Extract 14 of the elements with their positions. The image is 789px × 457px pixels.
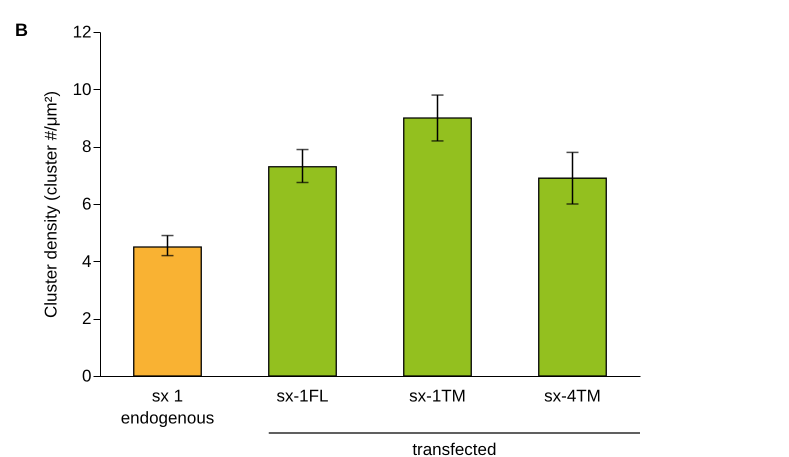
- text: B: [15, 20, 28, 40]
- y-tick-label: 10: [72, 80, 92, 99]
- x-tick-label: sx-1TM: [409, 386, 466, 406]
- x-tick-label: sx-4TM: [544, 386, 601, 406]
- x-tick-label: sx-1FL: [276, 386, 328, 406]
- y-tick-label: 0: [82, 366, 92, 386]
- x-tick-label: sx 1 endogenous: [120, 386, 214, 428]
- y-tick-label: 12: [72, 22, 92, 42]
- y-tick-label: 8: [82, 137, 92, 156]
- y-tick-label: 4: [82, 252, 92, 271]
- y-tick-label: 6: [82, 194, 92, 214]
- text: transfected: [412, 440, 496, 457]
- y-tick-label: 2: [82, 309, 92, 328]
- y-axis-title: Cluster density (cluster #/μm²): [42, 90, 61, 318]
